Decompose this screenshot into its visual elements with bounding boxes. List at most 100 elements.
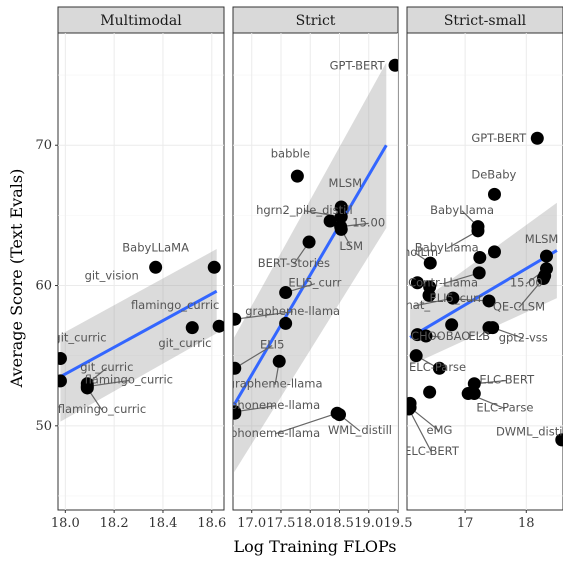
facet-panel-2: Strict GPT-BERT babble MLSM hgrn2_pile_disti… bbox=[228, 6, 413, 531]
point-label: phoneme-llama bbox=[230, 426, 320, 440]
point-label: flamingo_curric bbox=[58, 402, 146, 416]
point-label: git_curric bbox=[53, 330, 106, 344]
data-point bbox=[446, 291, 460, 305]
data-point bbox=[530, 131, 544, 145]
data-point bbox=[419, 329, 433, 343]
data-point bbox=[272, 354, 286, 368]
x-tick-label: 18.0 bbox=[51, 516, 80, 531]
point-label: phoneme-llama bbox=[230, 398, 320, 412]
data-point bbox=[332, 408, 346, 422]
point-label: git_vision bbox=[85, 269, 139, 283]
data-point bbox=[410, 276, 424, 290]
data-point bbox=[58, 374, 67, 388]
x-tick-label: 18.5 bbox=[325, 516, 354, 531]
data-point bbox=[486, 321, 500, 335]
data-point bbox=[536, 272, 550, 286]
panel-plot-area: git_curricgit_curricflamingo_curricflami… bbox=[53, 33, 224, 510]
facet-strip-title: Multimodal bbox=[100, 13, 182, 29]
y-tick-label: 50 bbox=[35, 419, 52, 434]
label-leader-line bbox=[274, 412, 338, 435]
point-label: 15.00 bbox=[510, 276, 543, 290]
data-point bbox=[207, 260, 221, 274]
facet-panel-1: Multimodal git_curric git_curric flamingo_c… bbox=[51, 6, 226, 531]
point-label: flamingo_curric bbox=[85, 373, 173, 387]
x-tick-label: 17.0 bbox=[237, 516, 266, 531]
data-point bbox=[334, 222, 348, 236]
data-point bbox=[423, 385, 437, 399]
point-label: ELC-BERT bbox=[404, 444, 460, 458]
point-label: grapheme-llama bbox=[228, 377, 323, 391]
facet-strip bbox=[406, 6, 563, 34]
x-tick-label: 17.5 bbox=[267, 516, 296, 531]
data-point bbox=[407, 402, 416, 416]
point-label: GPT-BERT bbox=[330, 58, 386, 72]
facet-strip-title: Strict-small bbox=[444, 13, 527, 29]
data-point bbox=[388, 58, 398, 72]
data-point bbox=[471, 224, 485, 238]
point-label: ELI5 bbox=[260, 337, 284, 351]
point-label: BabyLLaMA bbox=[122, 241, 189, 255]
data-point bbox=[423, 256, 437, 270]
panel-background bbox=[232, 32, 399, 511]
data-point bbox=[212, 319, 224, 333]
data-point bbox=[487, 187, 501, 201]
data-point bbox=[467, 377, 481, 391]
data-point bbox=[422, 288, 436, 302]
point-label: BERT-Stories bbox=[258, 256, 330, 270]
x-axis-title: Log Training FLOPs bbox=[233, 537, 396, 556]
data-point bbox=[539, 249, 553, 263]
point-label: ELI5_curr bbox=[288, 276, 341, 290]
x-tick-label: 19.5 bbox=[384, 516, 413, 531]
label-leader-line bbox=[408, 408, 433, 453]
point-label: grapheme-llama bbox=[245, 304, 340, 318]
data-point bbox=[472, 266, 486, 280]
point-label: LSM bbox=[339, 239, 363, 253]
x-tick-label: 19.0 bbox=[354, 516, 383, 531]
x-tick-label: 18.0 bbox=[296, 516, 325, 531]
point-label: BabyLlama bbox=[430, 203, 494, 217]
point-label: ELI5_curr bbox=[429, 291, 482, 305]
x-tick-label: 17 bbox=[457, 516, 474, 531]
x-tick-label: 18.2 bbox=[100, 516, 129, 531]
regression-line bbox=[409, 249, 558, 339]
data-point bbox=[233, 406, 242, 420]
data-point bbox=[233, 361, 242, 375]
data-point bbox=[323, 214, 337, 228]
data-point bbox=[302, 235, 316, 249]
point-label: ELC-BERT bbox=[479, 373, 535, 387]
point-label: MLSM bbox=[525, 232, 559, 246]
point-label: ELC-Parse bbox=[476, 401, 533, 415]
data-point bbox=[482, 294, 496, 308]
x-tick-label: 18 bbox=[518, 516, 535, 531]
panel-plot-area: GPT-BERTDeBabyBabyLlamaBabyLlamaSmolLmML… bbox=[392, 33, 563, 510]
point-label: Contr-Llama bbox=[408, 276, 478, 290]
point-label: GPT-BERT bbox=[471, 131, 527, 145]
data-point bbox=[432, 361, 446, 375]
point-label: git_curric bbox=[158, 336, 211, 350]
data-point bbox=[334, 210, 348, 224]
point-label: DWML_distill bbox=[496, 424, 563, 438]
point-label: flamingo_curric bbox=[131, 298, 219, 312]
data-point bbox=[409, 349, 423, 363]
point-label: QE-CLSM bbox=[493, 300, 545, 314]
facet-strip bbox=[57, 6, 225, 34]
label-leader-line bbox=[234, 344, 273, 369]
data-point bbox=[80, 381, 94, 395]
data-point bbox=[473, 250, 487, 264]
x-tick-label: 18.6 bbox=[197, 516, 226, 531]
label-leader-line bbox=[412, 297, 454, 307]
data-point bbox=[290, 169, 304, 183]
data-point bbox=[487, 245, 501, 259]
y-tick-label: 70 bbox=[35, 138, 52, 153]
data-point bbox=[334, 200, 348, 214]
data-point bbox=[279, 316, 293, 330]
x-tick-label: 18.4 bbox=[148, 516, 177, 531]
data-point bbox=[279, 286, 293, 300]
point-label: SmolLm bbox=[392, 245, 438, 259]
point-label: hgrn2_pile_distill bbox=[256, 203, 353, 217]
data-point bbox=[233, 312, 242, 326]
facet-strip-title: Strict bbox=[296, 13, 336, 29]
data-point bbox=[149, 260, 163, 274]
data-point bbox=[555, 433, 563, 447]
data-point bbox=[185, 321, 199, 335]
